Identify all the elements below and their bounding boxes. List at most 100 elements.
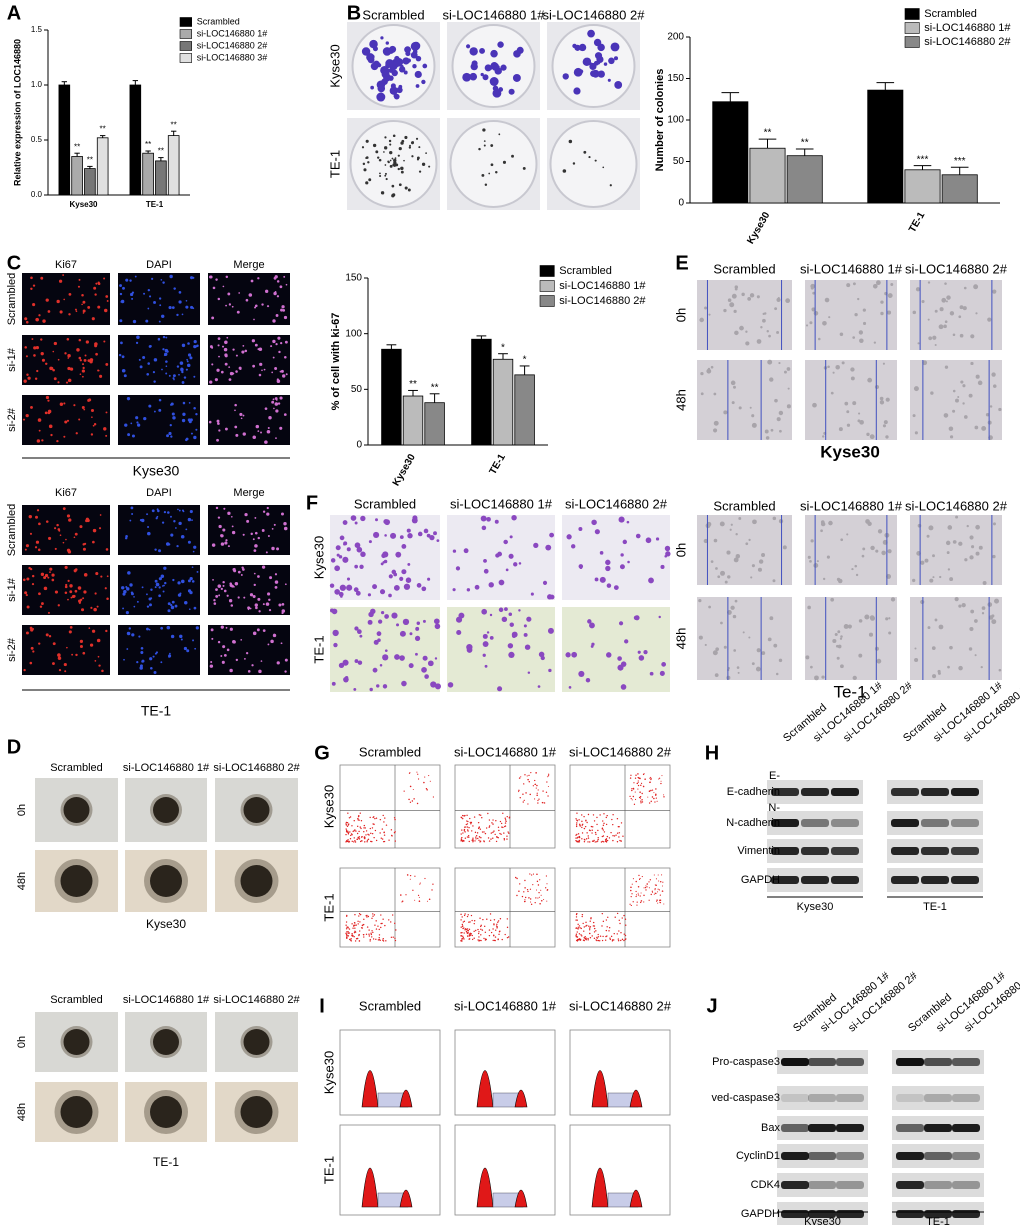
cell-dot: [635, 774, 637, 776]
cell-dot: [406, 874, 409, 876]
cell-dot: [947, 665, 950, 669]
cell-dot: [338, 555, 343, 559]
colony: [614, 81, 623, 89]
cell-dot: [524, 887, 526, 889]
cell-dot: [414, 899, 416, 901]
event: [601, 912, 604, 915]
event: [381, 838, 384, 840]
cell-dot: [79, 525, 83, 529]
cell-dot: [82, 597, 85, 600]
event: [356, 838, 358, 841]
event: [347, 833, 350, 835]
cell-dot: [423, 528, 429, 534]
cell-dot: [836, 577, 841, 582]
cell-dot: [508, 553, 514, 559]
colony: [415, 84, 420, 88]
cell-dot: [209, 275, 213, 279]
cell-dot: [647, 796, 649, 798]
cell-dot: [421, 586, 427, 592]
cell-dot: [169, 274, 173, 279]
cell-dot: [129, 583, 133, 587]
group-label: Kyse30: [804, 1216, 841, 1225]
cell-dot: [59, 534, 62, 537]
event: [575, 839, 577, 842]
event: [382, 940, 385, 942]
cell-dot: [121, 586, 125, 590]
colony: [384, 68, 390, 74]
cell-dot: [537, 799, 539, 802]
cell-dot: [934, 343, 937, 347]
cell-dot: [186, 649, 190, 653]
cell-dot: [252, 435, 257, 439]
event: [602, 824, 605, 827]
cell-dot: [644, 886, 647, 889]
cell-dot: [887, 549, 892, 554]
legend-label: Scrambled: [559, 265, 612, 277]
cell-dot: [235, 433, 239, 437]
cell-dot: [187, 342, 190, 345]
blot-band: [896, 1152, 924, 1160]
error-bar: [950, 166, 969, 175]
event: [348, 932, 351, 934]
event: [359, 930, 361, 932]
colony: [578, 43, 587, 52]
cell-dot: [187, 517, 192, 522]
event: [578, 938, 581, 940]
cell-dot: [103, 427, 107, 431]
cell-dot: [178, 521, 182, 526]
event: [595, 833, 597, 836]
cell-dot: [182, 412, 186, 416]
event: [353, 841, 355, 843]
column-header: Scrambled: [359, 744, 421, 759]
y-tick-label: 50: [351, 384, 363, 395]
cell-dot: [638, 796, 641, 799]
cell-dot: [252, 595, 256, 599]
cell-dot: [486, 631, 490, 634]
cell-dot: [758, 559, 764, 564]
colony: [482, 128, 486, 132]
event: [353, 931, 356, 934]
cell-dot: [228, 378, 232, 382]
cell-dot: [66, 514, 71, 518]
cell-dot: [958, 604, 962, 608]
y-tick-label: 0.0: [31, 190, 43, 199]
event: [363, 830, 365, 833]
cell-dot: [82, 651, 86, 655]
cell-dot: [820, 529, 823, 533]
event: [625, 938, 627, 940]
cell-dot: [51, 573, 55, 577]
cell-dot: [81, 293, 84, 297]
cell-dot: [864, 614, 870, 620]
event: [616, 832, 619, 834]
cell-dot: [388, 593, 392, 598]
event: [365, 830, 368, 832]
cell-dot: [170, 515, 172, 518]
cell-dot: [542, 790, 544, 792]
cell-dot: [867, 377, 873, 383]
g2-peak: [629, 1189, 643, 1208]
spheroid: [63, 797, 90, 823]
spheroid: [243, 1029, 270, 1055]
cell-dot: [90, 408, 94, 413]
colony: [377, 156, 380, 159]
colony: [401, 139, 405, 143]
colony: [414, 70, 422, 79]
cell-dot: [536, 873, 538, 876]
cell-dot: [934, 618, 938, 622]
cell-dot: [482, 641, 489, 648]
event: [380, 914, 382, 916]
event: [353, 837, 355, 839]
cell-dot: [708, 605, 712, 609]
image-bg: [118, 565, 200, 615]
cell-dot: [124, 423, 128, 427]
event: [481, 831, 484, 833]
error-bar: [386, 344, 397, 350]
colony: [562, 169, 567, 173]
cell-dot: [38, 314, 41, 317]
cell-dot: [380, 611, 385, 615]
row-label: Kyse30: [321, 785, 336, 828]
cell-dot: [69, 590, 73, 594]
error-bar: [876, 82, 895, 91]
cell-dot: [121, 368, 126, 373]
cell-dot: [890, 283, 894, 286]
